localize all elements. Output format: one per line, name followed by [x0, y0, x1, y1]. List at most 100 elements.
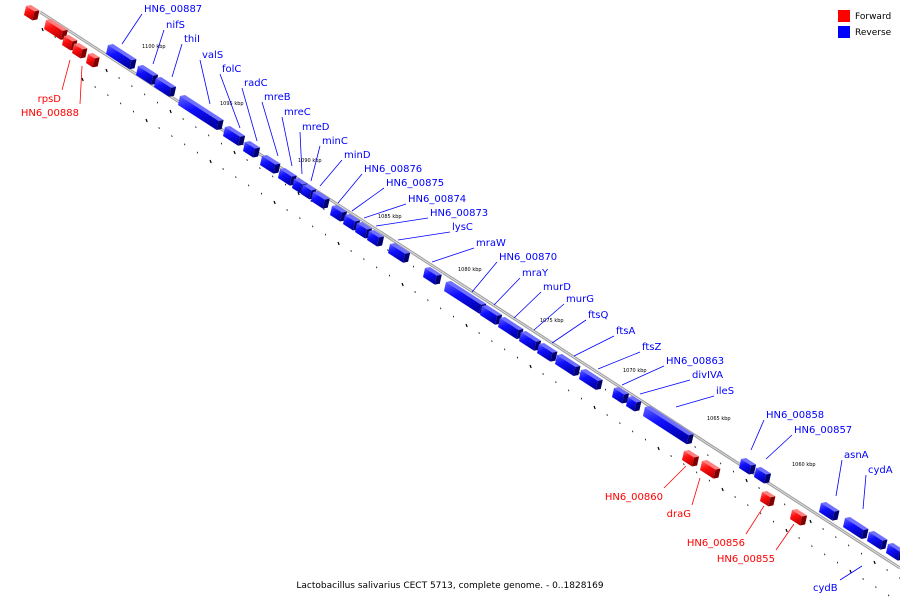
gene-block-divIVA: [626, 396, 642, 412]
gene-block-folC: [223, 126, 246, 146]
scale-tick: [809, 519, 812, 524]
kbp-label: 1060 kbp: [792, 462, 816, 468]
scale-tick: [785, 528, 788, 533]
kbp-label: 1100 kbp: [142, 44, 166, 50]
svg-text:mreC: mreC: [284, 107, 311, 118]
scale-tick: [720, 462, 722, 465]
scale-tick: [836, 561, 839, 564]
scale-tick: [644, 438, 647, 441]
svg-text:ftsZ: ftsZ: [642, 342, 661, 353]
svg-text:draG: draG: [667, 509, 691, 520]
gene-label-hn6_00887: HN6_00887: [121, 4, 202, 45]
scale-tick: [579, 372, 581, 375]
scale-tick: [427, 299, 429, 302]
scale-tick: [337, 241, 340, 246]
scale-tick: [299, 217, 301, 220]
scale-tick: [286, 209, 288, 211]
scale-tick: [324, 233, 327, 236]
scale-tick: [208, 134, 210, 137]
svg-text:thiI: thiI: [184, 34, 200, 45]
gene-block-valS: [178, 95, 224, 130]
scale-tick: [107, 94, 109, 97]
svg-text:HN6_00873: HN6_00873: [430, 208, 488, 219]
scale-tick: [131, 85, 133, 88]
gene-block-HN6_00857: [754, 467, 772, 484]
gene-block-nifS: [136, 65, 159, 85]
scale-tick: [94, 86, 96, 88]
scale-tick: [184, 143, 186, 146]
map-caption: Lactobacillus salivarius CECT 5713, comp…: [296, 581, 603, 591]
gene-block-cydA: [843, 517, 869, 539]
scale-tick: [760, 512, 762, 515]
kbp-label: 1095 kbp: [220, 101, 244, 107]
scale-tick: [745, 478, 748, 483]
scale-tick: [862, 578, 864, 580]
gene-label-hn6_00858: HN6_00858: [750, 410, 824, 451]
svg-text:rpsD: rpsD: [38, 94, 62, 105]
gene-block-start: [24, 5, 40, 21]
scale-tick: [657, 446, 660, 451]
svg-text:mraY: mraY: [522, 268, 549, 279]
scale-tick: [246, 159, 248, 161]
scale-tick: [721, 487, 724, 492]
scale-tick: [414, 291, 416, 293]
scale-tick: [732, 470, 735, 473]
gene-block-radC: [243, 141, 261, 158]
gene-label-vals: valS: [199, 50, 223, 105]
gene-label-nifs: nifS: [152, 20, 185, 65]
scale-tick: [145, 118, 148, 123]
gene-block-minD: [311, 191, 330, 209]
scale-tick: [747, 504, 749, 507]
scale-labels: 1100 kbp 1095 kbp 1090 kbp 1085 kbp 1080…: [142, 44, 816, 468]
scale-tick: [888, 594, 890, 597]
scale-tick: [195, 126, 197, 129]
kbp-label: 1070 kbp: [623, 368, 647, 374]
svg-text:valS: valS: [202, 50, 223, 61]
scale-tick: [580, 397, 583, 400]
gene-label-hn6_00860: HN6_00860: [605, 465, 687, 503]
gene-block-murD: [498, 317, 524, 339]
scale-tick: [873, 560, 876, 565]
kbp-label: 1085 kbp: [378, 214, 402, 220]
legend-reverse-label: Reverse: [855, 28, 892, 38]
scale-tick: [105, 68, 108, 73]
scale-tick: [118, 77, 120, 79]
svg-text:HN6_00858: HN6_00858: [766, 410, 824, 421]
scale-tick: [144, 93, 146, 96]
scale-tick: [848, 544, 850, 547]
gene-block-ftsQ: [537, 343, 558, 362]
gene-block-HN6_00888: [72, 43, 88, 59]
scale-tick: [248, 184, 250, 187]
gene-block-HN6_00873: [367, 230, 385, 247]
gene-label-thii: thiI: [171, 34, 200, 78]
svg-text:ftsQ: ftsQ: [588, 310, 608, 321]
scale-tick: [233, 150, 236, 155]
scale-tick: [169, 109, 172, 114]
scale-tick: [209, 159, 212, 164]
gene-block-thiI: [154, 77, 177, 97]
kbp-label: 1075 kbp: [540, 318, 564, 324]
scale-ticks: [41, 27, 900, 597]
svg-text:mreD: mreD: [302, 122, 330, 133]
gene-label-ftsq: ftsQ: [551, 310, 608, 344]
svg-text:murG: murG: [566, 294, 594, 305]
svg-text:divIVA: divIVA: [692, 370, 723, 381]
gene-block-lysC: [388, 243, 411, 263]
svg-text:cydA: cydA: [868, 465, 893, 476]
scale-tick: [670, 455, 672, 457]
gene-label-murd: murD: [513, 282, 571, 319]
scale-tick: [388, 274, 391, 277]
kbp-label: 1090 kbp: [298, 158, 322, 164]
legend-forward-label: Forward: [855, 12, 891, 22]
gene-label-hn6_00870: HN6_00870: [471, 252, 557, 293]
gene-label-radc: radC: [241, 78, 268, 142]
gene-block-extra: [86, 53, 100, 68]
scale-tick: [412, 265, 415, 268]
gene-block-mreB: [260, 155, 281, 174]
gene-block-ftsA: [555, 354, 581, 376]
gene-label-hn6_00857: HN6_00857: [765, 425, 852, 460]
svg-text:mreB: mreB: [264, 92, 291, 103]
svg-text:HN6_00857: HN6_00857: [794, 425, 852, 436]
scale-tick: [284, 183, 287, 186]
